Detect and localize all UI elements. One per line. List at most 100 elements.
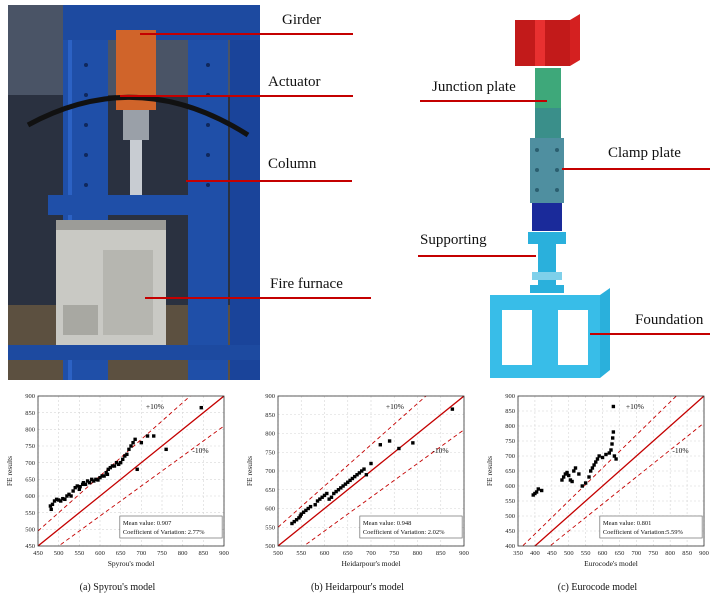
x-tick-label: 650 (116, 550, 126, 557)
data-point (583, 481, 588, 485)
x-tick-label: 700 (631, 550, 641, 557)
data-point (61, 496, 65, 501)
x-tick-label: 500 (564, 550, 574, 557)
data-point (127, 447, 131, 452)
plot-area (521, 396, 704, 546)
data-point (353, 474, 357, 479)
plus-10-label: +10% (386, 402, 404, 411)
data-point (565, 470, 569, 475)
chart-caption: (a) Spyrou's model (79, 582, 156, 593)
minus-10-label: -10% (192, 446, 208, 455)
data-point (609, 448, 613, 452)
data-point (304, 508, 308, 513)
stats-box (599, 515, 703, 539)
x-tick-label: 500 (54, 550, 64, 557)
data-point (110, 464, 115, 468)
data-point (105, 472, 110, 477)
data-point (369, 461, 373, 466)
x-tick-label: 600 (320, 550, 330, 557)
data-point (607, 451, 612, 455)
data-point (306, 506, 310, 511)
plus-10-label: +10% (626, 402, 644, 411)
data-point (600, 455, 605, 460)
data-point (67, 492, 71, 497)
plus-10-line (38, 396, 191, 532)
y-tick-label: 650 (265, 487, 275, 494)
data-point (131, 440, 135, 445)
y-axis-label: FE results (485, 456, 494, 486)
x-tick-label: 900 (219, 550, 229, 557)
mean-value-text: Mean value: 0.948 (363, 520, 412, 527)
x-tick-label: 900 (459, 550, 469, 557)
data-point (336, 488, 341, 492)
data-point (592, 463, 596, 467)
data-point (567, 473, 571, 478)
x-tick-label: 450 (33, 550, 43, 557)
data-point (348, 478, 352, 483)
y-tick-label: 550 (505, 498, 515, 505)
data-point (343, 482, 348, 486)
foundation-label: Foundation (635, 312, 704, 328)
foundation-pointer-line (590, 333, 710, 335)
y-tick-label: 850 (505, 408, 515, 415)
y-tick-label: 550 (265, 524, 275, 531)
y-tick-label: 700 (265, 468, 275, 475)
data-point (56, 498, 61, 502)
data-point (121, 457, 125, 462)
data-point (301, 510, 306, 514)
data-point (397, 446, 401, 451)
data-point (139, 440, 144, 445)
chart-eurocode-plot: 350 400 450 500 550 600 650 700 750 800 850 9004004… (485, 393, 709, 568)
data-point (292, 519, 296, 524)
data-point (96, 478, 100, 482)
data-point (329, 495, 334, 499)
plot-area (38, 396, 224, 546)
plus-10-label: +10% (146, 402, 164, 411)
data-point (595, 457, 600, 461)
data-point (75, 484, 79, 488)
data-point (98, 475, 102, 480)
data-point (81, 480, 86, 485)
data-point (199, 405, 203, 410)
x-tick-label: 700 (366, 550, 376, 557)
y-tick-label: 600 (265, 506, 275, 513)
x-tick-label: 850 (198, 550, 208, 557)
chart-spyrou: 450 500 550 600 650 700 750 800 850 900 450 500 550 6… (0, 384, 235, 597)
data-point (320, 495, 324, 499)
data-point (362, 467, 366, 471)
plot-frame (517, 395, 705, 547)
data-point (536, 487, 540, 491)
column-label: Column (268, 156, 317, 172)
y-tick-label: 750 (505, 438, 515, 445)
y-tick-label: 750 (265, 449, 275, 456)
data-point (587, 475, 591, 479)
data-point (614, 457, 618, 461)
data-point (355, 473, 359, 477)
data-point (604, 452, 608, 457)
data-point (334, 489, 338, 494)
y-tick-label: 900 (25, 393, 35, 400)
equality-line (38, 396, 224, 546)
y-tick-label: 800 (265, 431, 275, 438)
data-point (610, 442, 614, 446)
y-tick-label: 700 (25, 460, 35, 467)
x-tick-label: 750 (648, 550, 658, 557)
test-setup-illustration (8, 5, 260, 380)
y-axis-label: FE results (245, 456, 254, 486)
data-point (315, 499, 320, 503)
data-point (78, 484, 82, 489)
data-point (339, 486, 343, 490)
girder-pointer-line (140, 33, 353, 35)
data-point (294, 518, 299, 522)
data-point (52, 499, 57, 503)
y-tick-label: 500 (25, 527, 35, 534)
equality-line (533, 396, 704, 546)
y-tick-label: 800 (505, 423, 515, 430)
x-tick-label: 800 (665, 550, 675, 557)
data-point (73, 485, 77, 490)
plus-10-line (521, 396, 677, 546)
data-point (572, 469, 576, 473)
data-point (597, 454, 601, 458)
data-point (360, 469, 364, 473)
data-point (54, 497, 59, 502)
